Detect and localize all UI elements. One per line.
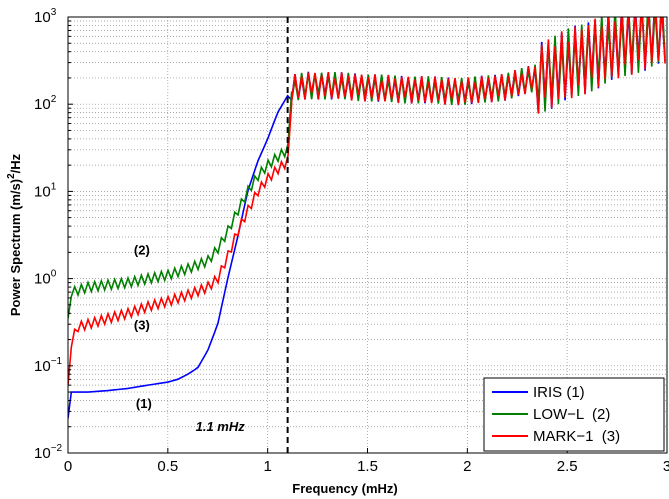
x-tick-label: 0 (64, 458, 72, 475)
x-tick-label: 2 (463, 458, 471, 475)
x-axis-label: Frequency (mHz) (292, 481, 397, 496)
legend-label-iris: IRIS (1) (533, 384, 585, 401)
y-tick-label: 100 (34, 269, 57, 288)
series-line-3 (68, 17, 666, 386)
vertical-marker-label: 1.1 mHz (196, 419, 246, 434)
x-tick-label: 2.5 (557, 458, 578, 475)
curve-annotations: (1) (2) (3) (134, 242, 152, 410)
legend-label-low-l: LOW−L (2) (533, 406, 610, 423)
series-group (68, 17, 666, 419)
y-tick-label: 10−1 (34, 356, 63, 375)
y-tick-label: 101 (34, 181, 57, 200)
x-tick-labels: 0 0.5 1 1.5 2 2.5 3 (64, 458, 669, 475)
curve-annotation: (2) (134, 242, 150, 257)
y-tick-label: 103 (34, 7, 57, 26)
x-tick-label: 0.5 (157, 458, 178, 475)
y-tick-label: 102 (34, 94, 57, 113)
curve-annotation: (1) (136, 396, 152, 411)
curve-annotation: (3) (134, 318, 150, 333)
x-tick-label: 1.5 (357, 458, 378, 475)
y-axis-label: Power Spectrum (m/s)2/Hz (6, 153, 23, 316)
y-tick-label: 10−2 (34, 443, 63, 462)
x-tick-label: 1 (263, 458, 271, 475)
legend: IRIS (1) LOW−L (2) MARK−1 (3) (483, 377, 665, 452)
grid (67, 16, 668, 454)
y-tick-labels: 10−2 10−1 100 101 102 103 (34, 7, 63, 462)
x-tick-label: 3 (663, 458, 669, 475)
legend-label-mark-1: MARK−1 (3) (533, 428, 620, 445)
